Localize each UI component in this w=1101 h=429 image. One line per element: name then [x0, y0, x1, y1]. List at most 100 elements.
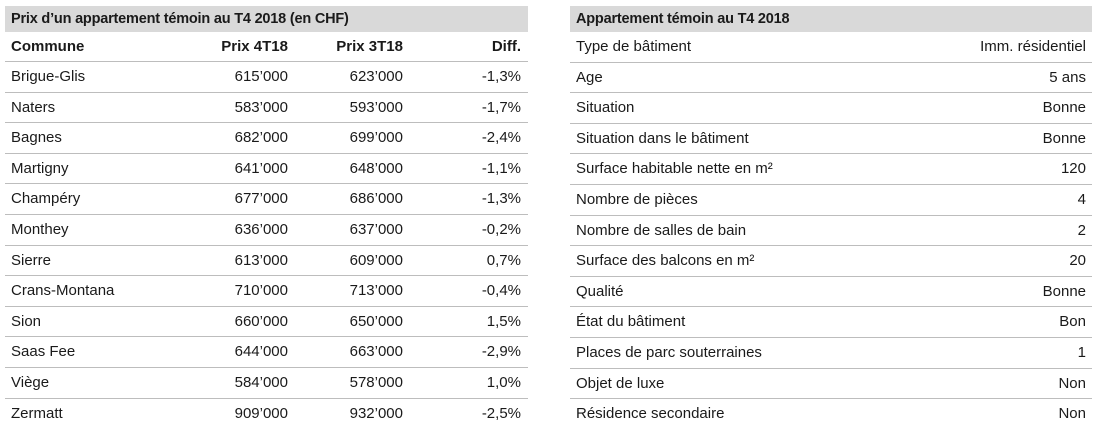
attribute-label: Situation dans le bâtiment [576, 129, 749, 147]
attribute-value: Bonne [1042, 129, 1086, 147]
price-4t18-cell: 909’000 [234, 404, 288, 422]
attribute-row: Surface des balcons en m² 20 [570, 246, 1092, 277]
price-table-row: Bagnes 682’000 699’000 -2,4% [5, 123, 528, 154]
commune-cell: Sion [11, 312, 42, 330]
price-3t18-cell: 932’000 [349, 404, 403, 422]
price-table-row: Naters 583’000 593’000 -1,7% [5, 93, 528, 124]
reference-apartment-title: Appartement témoin au T4 2018 [570, 6, 1092, 32]
commune-cell: Brigue-Glis [11, 68, 86, 85]
reference-apartment-table: Appartement témoin au T4 2018 Type de bâ… [570, 6, 1092, 429]
attribute-value: Bonne [1042, 282, 1086, 300]
attribute-row: Nombre de salles de bain 2 [570, 216, 1092, 247]
price-3t18-cell: 648’000 [349, 159, 403, 177]
price-3t18-cell: 713’000 [349, 282, 403, 300]
attribute-row: Surface habitable nette en m² 120 [570, 154, 1092, 185]
commune-cell: Zermatt [11, 404, 63, 422]
attribute-label: État du bâtiment [576, 313, 686, 331]
price-4t18-cell: 615’000 [234, 68, 288, 85]
header-commune: Commune [11, 38, 85, 55]
attribute-value: 4 [1077, 190, 1086, 208]
attribute-label: Surface des balcons en m² [576, 252, 755, 270]
attribute-value: 20 [1069, 252, 1086, 270]
price-table-row: Viège 584’000 578’000 1,0% [5, 368, 528, 399]
attribute-label: Age [576, 68, 603, 86]
attribute-label: Surface habitable nette en m² [576, 160, 773, 178]
price-4t18-cell: 660’000 [234, 312, 288, 330]
price-table-row: Champéry 677’000 686’000 -1,3% [5, 184, 528, 215]
diff-cell: -2,5% [481, 404, 521, 422]
price-4t18-cell: 584’000 [234, 373, 288, 391]
attribute-value: Bonne [1042, 99, 1086, 117]
attribute-row: Situation Bonne [570, 93, 1092, 124]
commune-cell: Sierre [11, 251, 52, 269]
attribute-label: Nombre de pièces [576, 190, 698, 208]
attribute-row: État du bâtiment Bon [570, 307, 1092, 338]
price-table: Prix d’un appartement témoin au T4 2018 … [5, 6, 528, 428]
attribute-row: Places de parc souterraines 1 [570, 338, 1092, 369]
commune-cell: Saas Fee [11, 343, 76, 361]
commune-cell: Champéry [11, 190, 81, 208]
commune-cell: Bagnes [11, 129, 62, 147]
diff-cell: -1,7% [481, 98, 521, 116]
price-3t18-cell: 623’000 [349, 68, 403, 85]
price-table-row: Crans-Montana 710’000 713’000 -0,4% [5, 276, 528, 307]
diff-cell: -0,4% [481, 282, 521, 300]
price-table-row: Monthey 636’000 637’000 -0,2% [5, 215, 528, 246]
diff-cell: -1,3% [481, 68, 521, 85]
price-3t18-cell: 686’000 [349, 190, 403, 208]
price-4t18-cell: 710’000 [234, 282, 288, 300]
attribute-value: 2 [1077, 221, 1086, 239]
attribute-value: Bon [1059, 313, 1086, 331]
attribute-value: 5 ans [1049, 68, 1086, 86]
price-3t18-cell: 650’000 [349, 312, 403, 330]
attribute-row: Qualité Bonne [570, 277, 1092, 308]
commune-cell: Martigny [11, 159, 69, 177]
price-table-row: Zermatt 909’000 932’000 -2,5% [5, 399, 528, 429]
diff-cell: -2,9% [481, 343, 521, 361]
attribute-label: Type de bâtiment [576, 38, 692, 55]
price-4t18-cell: 613’000 [234, 251, 288, 269]
price-4t18-cell: 682’000 [234, 129, 288, 147]
commune-cell: Crans-Montana [11, 282, 115, 300]
price-4t18-cell: 677’000 [234, 190, 288, 208]
attribute-row: Type de bâtiment Imm. résidentiel [570, 32, 1092, 63]
header-diff: Diff. [491, 38, 521, 55]
diff-cell: -2,4% [481, 129, 521, 147]
attribute-label: Nombre de salles de bain [576, 221, 747, 239]
attribute-row: Résidence secondaire Non [570, 399, 1092, 429]
attribute-row: Situation dans le bâtiment Bonne [570, 124, 1092, 155]
price-table-row: Martigny 641’000 648’000 -1,1% [5, 154, 528, 185]
diff-cell: 1,0% [486, 373, 521, 391]
attribute-label: Objet de luxe [576, 374, 665, 392]
diff-cell: -1,3% [481, 190, 521, 208]
price-3t18-cell: 663’000 [349, 343, 403, 361]
attribute-value: Non [1058, 405, 1086, 423]
price-3t18-cell: 637’000 [349, 220, 403, 238]
price-3t18-cell: 699’000 [349, 129, 403, 147]
price-3t18-cell: 593’000 [349, 98, 403, 116]
price-4t18-cell: 583’000 [234, 98, 288, 116]
header-price-4t18: Prix 4T18 [221, 38, 288, 55]
attribute-label: Places de parc souterraines [576, 343, 762, 361]
price-table-row: Sierre 613’000 609’000 0,7% [5, 246, 528, 277]
attribute-value: 1 [1077, 343, 1086, 361]
attribute-row: Objet de luxe Non [570, 369, 1092, 400]
price-table-header-row: Commune Prix 4T18 Prix 3T18 Diff. [5, 32, 528, 62]
diff-cell: -0,2% [481, 220, 521, 238]
diff-cell: 1,5% [486, 312, 521, 330]
price-4t18-cell: 641’000 [234, 159, 288, 177]
attribute-value: 120 [1060, 160, 1086, 178]
diff-cell: -1,1% [481, 159, 521, 177]
attribute-row: Nombre de pièces 4 [570, 185, 1092, 216]
price-4t18-cell: 636’000 [234, 220, 288, 238]
diff-cell: 0,7% [486, 251, 521, 269]
attribute-value: Imm. résidentiel [980, 38, 1086, 55]
commune-cell: Naters [11, 98, 56, 116]
price-table-row: Brigue-Glis 615’000 623’000 -1,3% [5, 62, 528, 93]
attribute-row: Age 5 ans [570, 63, 1092, 94]
header-price-3t18: Prix 3T18 [336, 38, 403, 55]
commune-cell: Monthey [11, 220, 69, 238]
price-table-title: Prix d’un appartement témoin au T4 2018 … [5, 6, 528, 32]
price-3t18-cell: 578’000 [349, 373, 403, 391]
price-table-body: Commune Prix 4T18 Prix 3T18 Diff. Brigue… [5, 32, 528, 428]
